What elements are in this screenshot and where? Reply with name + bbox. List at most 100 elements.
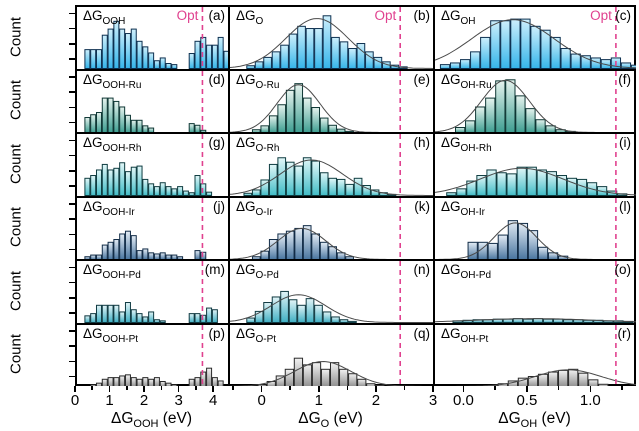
histogram-bar [588,378,599,386]
histogram-bar [177,255,184,259]
histogram-bar [578,372,589,386]
histogram-bar [130,28,137,69]
histogram-bar [547,371,559,386]
histogram-bar [124,230,131,259]
histogram-bar [254,61,264,69]
histogram-bar [113,100,120,132]
histogram-bar [171,383,178,386]
panel-letter: (p) [208,325,226,341]
histogram-bar [285,89,295,132]
histogram-bar [130,119,137,132]
gaussian-fit-curve [230,294,433,323]
x-axis-title: ΔGOOH (eV) [111,410,192,430]
gaussian-fit-curve [435,19,636,69]
histogram-bar [206,44,213,69]
histogram-bar [90,254,97,259]
y-axis-label: Count [7,207,25,248]
x-tick-mark [212,386,214,392]
y-tick-mark [69,106,75,109]
histogram-bar [322,15,332,69]
histogram-bar [260,250,270,259]
panel-letter: (o) [614,262,632,277]
histogram-bar [113,376,120,386]
histogram-bar [517,377,529,386]
panel-letter: (m) [204,262,225,277]
histogram-bar [159,57,166,69]
histogram-plot [230,134,433,196]
histogram-bar [90,49,97,69]
panel-title: ΔGOOH-Ru [83,72,141,93]
histogram-bar [339,319,349,323]
histogram-bar [339,41,349,69]
panel-title: ΔGOH-Rh [441,135,492,156]
histogram-bar [277,232,287,259]
delta-g-subscript: OH-Pd [460,270,492,281]
histogram-plot [230,261,433,323]
histogram-bar [556,175,568,196]
delta-g-text: ΔG [83,198,103,214]
histogram-bar [107,28,114,69]
delta-g-subscript: OH [460,16,476,27]
x-minor-tick-mark [403,386,406,390]
histogram-panel-O: ΔGO (b) Opt [228,5,433,69]
histogram-bar [194,124,201,132]
histogram-bar [107,169,114,196]
histogram-plot [230,70,433,132]
histogram-bar [319,172,329,196]
histogram-bar [254,310,264,323]
panel-letter: (n) [413,262,431,277]
panel-title: ΔGO-Ir [236,199,273,220]
delta-g-text: ΔG [236,198,256,214]
histogram-bar [311,361,322,386]
delta-g-subscript: OOH-Ir [102,206,135,218]
histogram-bar [211,44,218,69]
histogram-plot [84,197,207,259]
histogram-bar [336,251,346,259]
x-tick-label: 1 [105,392,114,409]
x-minor-tick-mark [621,386,623,390]
histogram-bar [101,244,108,259]
histogram-bar [159,251,166,259]
histogram-bar [297,304,306,323]
y-tick-mark [69,185,75,187]
histogram-bar [165,186,172,196]
histogram-bar [200,371,207,386]
histogram-bar [217,36,224,69]
histogram-plot [84,134,213,196]
x-minor-tick-mark [195,386,197,390]
x-axis-title: ΔGOH (eV) [498,410,571,430]
panel-title: ΔGOH-Ru [441,72,492,93]
histogram-bar [142,124,149,132]
delta-g-text: ΔG [236,262,256,277]
gaussian-fit-curve [435,167,636,196]
histogram-bar [113,167,120,196]
histogram-bar [598,383,609,386]
panel-title: ΔGO-Pt [236,326,276,347]
histogram-bar [357,378,367,386]
histogram-bar [297,25,306,69]
histogram-bar [294,227,304,259]
histogram-bar [171,188,178,196]
histogram-panel-OH: ΔGOH (c) Opt [433,5,636,69]
delta-g-text: ΔG [83,325,103,341]
panel-title: ΔGOH-Pt [441,326,488,347]
histogram-bar [148,378,155,386]
gaussian-fit-curve [230,83,433,132]
x-tick-label: 0 [257,392,266,409]
panel-letter: (r) [617,325,632,341]
histogram-bar [159,380,166,386]
histogram-bar [165,254,172,259]
histogram-bar [188,192,195,196]
histogram-bar [486,169,497,196]
x-minor-tick-mark [557,386,560,390]
histogram-bar [142,247,149,259]
histogram-bar [285,230,295,259]
y-axis-label: Count [7,80,25,121]
histogram-bar [546,171,557,196]
histogram-bar [449,62,461,69]
histogram-bar [294,82,304,132]
panel-letter: (q) [413,325,431,341]
histogram-bar [339,368,349,386]
x-tick-mark [375,386,377,392]
histogram-bar [288,299,298,323]
